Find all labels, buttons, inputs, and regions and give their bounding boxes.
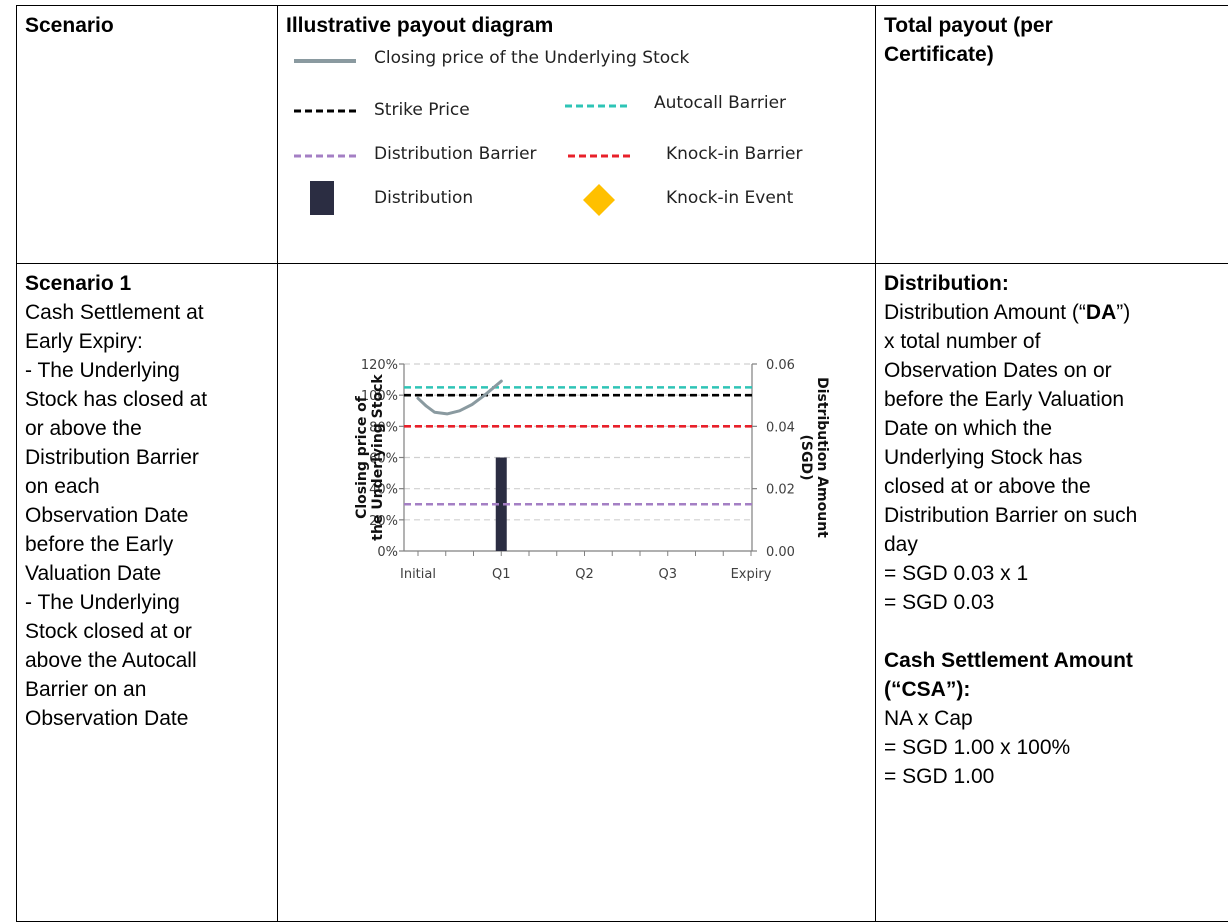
payout-cell: Distribution: Distribution Amount (“DA”)… — [876, 264, 1228, 922]
x-tick-label: Q3 — [658, 567, 677, 582]
da-post: ”) — [1116, 301, 1130, 324]
distribution-line: = SGD 0.03 x 1 — [884, 559, 1220, 588]
payout-chart: 0%20%40%60%80%100%120%0.000.020.040.06In… — [278, 264, 874, 604]
header-payout-line2: Certificate) — [884, 40, 1220, 69]
header-diagram: Illustrative payout diagram — [286, 11, 867, 40]
scenario1-line: or above the — [25, 414, 269, 443]
scenario1-line: Valuation Date — [25, 559, 269, 588]
scenario1-line: Observation Date — [25, 501, 269, 530]
distribution-amount-line: Distribution Amount (“DA”) — [884, 298, 1220, 327]
header-diagram-cell: Illustrative payout diagram Closing pric… — [278, 6, 876, 264]
y-tick-label-right: 0.02 — [766, 483, 795, 498]
distribution-line: Distribution Barrier on such — [884, 501, 1220, 530]
header-payout-cell: Total payout (per Certificate) — [876, 6, 1228, 264]
y-tick-label-right: 0.06 — [766, 358, 795, 373]
scenario1-line: Distribution Barrier — [25, 443, 269, 472]
y-tick-label-left: 0% — [377, 545, 398, 560]
x-tick-label: Q1 — [492, 567, 511, 582]
scenario1-title: Scenario 1 — [25, 269, 269, 298]
csa-title: (“CSA”): — [884, 675, 1220, 704]
legend: Closing price of the Underlying Stock St… — [278, 40, 875, 240]
scenario1-line: - The Underlying — [25, 356, 269, 385]
legend-distribution-swatch — [310, 181, 334, 215]
legend-knockin-barrier-swatch — [568, 153, 630, 159]
distribution-title: Distribution: — [884, 269, 1220, 298]
header-scenario: Scenario — [25, 11, 269, 40]
scenario1-line: Stock has closed at — [25, 385, 269, 414]
scenario1-line: Observation Date — [25, 704, 269, 733]
da-pre: Distribution Amount (“ — [884, 301, 1086, 324]
x-tick-label: Expiry — [731, 567, 772, 582]
y-tick-label-left: 120% — [361, 358, 398, 373]
legend-knockin-event: Knock-in Event — [666, 188, 793, 208]
legend-strike-price: Strike Price — [374, 100, 470, 120]
distribution-line: before the Early Valuation — [884, 385, 1220, 414]
da-bold: DA — [1086, 301, 1116, 324]
csa-title: Cash Settlement Amount — [884, 646, 1220, 675]
csa-line: = SGD 1.00 — [884, 762, 1220, 791]
legend-distribution-barrier-swatch — [294, 153, 356, 159]
scenario-table: Scenario Illustrative payout diagram Clo… — [16, 5, 1228, 922]
legend-closing-price: Closing price of the Underlying Stock — [374, 48, 689, 68]
legend-distribution: Distribution — [374, 188, 473, 208]
csa-line: NA x Cap — [884, 704, 1220, 733]
header-scenario-cell: Scenario — [17, 6, 278, 264]
distribution-line: = SGD 0.03 — [884, 588, 1220, 617]
y-axis-title-right-1: Distribution Amount — [814, 377, 830, 538]
csa-line: = SGD 1.00 x 100% — [884, 733, 1220, 762]
header-payout-line1: Total payout (per — [884, 11, 1220, 40]
x-tick-label: Initial — [400, 567, 436, 582]
y-axis-title-left-2: the Underlying Stock — [370, 374, 386, 541]
y-tick-label-right: 0.00 — [766, 545, 795, 560]
scenario1-line: - The Underlying — [25, 588, 269, 617]
y-tick-label-right: 0.04 — [766, 420, 795, 435]
legend-knockin-event-swatch — [582, 183, 616, 217]
distribution-line: Observation Dates on or — [884, 356, 1220, 385]
y-axis-title-right-2: (SGD) — [798, 435, 814, 481]
scenario1-line: before the Early — [25, 530, 269, 559]
legend-knockin-barrier: Knock-in Barrier — [666, 144, 802, 164]
distribution-line: Underlying Stock has — [884, 443, 1220, 472]
distribution-line: x total number of — [884, 327, 1220, 356]
legend-closing-price-swatch — [294, 57, 356, 65]
spacer — [884, 617, 1220, 646]
legend-strike-price-swatch — [294, 108, 356, 114]
legend-distribution-barrier: Distribution Barrier — [374, 144, 537, 164]
distribution-line: closed at or above the — [884, 472, 1220, 501]
scenario1-line: Cash Settlement at — [25, 298, 269, 327]
legend-autocall-barrier: Autocall Barrier — [654, 93, 786, 113]
scenario1-line: Stock closed at or — [25, 617, 269, 646]
scenario1-line: Barrier on an — [25, 675, 269, 704]
scenario1-line: Early Expiry: — [25, 327, 269, 356]
x-tick-label: Q2 — [575, 567, 594, 582]
closing-price-line — [418, 381, 501, 414]
scenario1-line: on each — [25, 472, 269, 501]
distribution-line: day — [884, 530, 1220, 559]
y-axis-title-left-1: Closing price of — [354, 395, 370, 519]
legend-autocall-barrier-swatch — [565, 103, 627, 109]
scenario1-line: above the Autocall — [25, 646, 269, 675]
distribution-line: Date on which the — [884, 414, 1220, 443]
